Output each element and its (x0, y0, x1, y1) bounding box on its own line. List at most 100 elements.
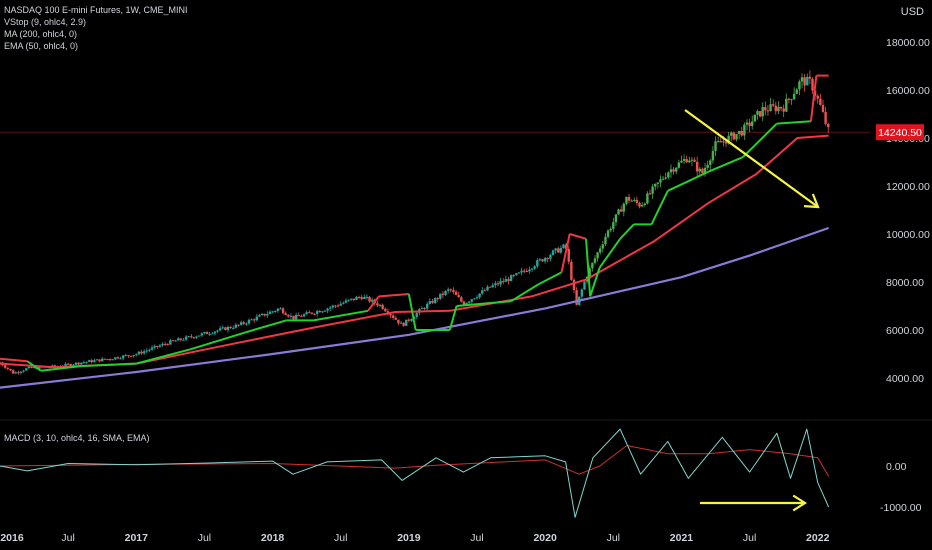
x-tick-label: 2019 (397, 532, 421, 544)
x-tick-label: Jul (61, 532, 74, 544)
candle-body (402, 322, 405, 326)
candle-body (617, 209, 620, 215)
candle-body (195, 336, 198, 338)
currency-label[interactable]: USD (900, 6, 924, 18)
candle-body (622, 203, 625, 212)
vstop-segment (585, 238, 592, 297)
candle-body (64, 363, 67, 367)
candle-body (672, 169, 675, 172)
candle-body (570, 261, 573, 280)
candle-body (423, 308, 426, 310)
candle-body (612, 222, 615, 229)
candle-body (467, 301, 471, 303)
candle-body (234, 324, 238, 328)
candle-body (740, 130, 743, 136)
candle-body (737, 130, 741, 135)
candle-body (664, 177, 667, 179)
candle-body (153, 345, 156, 348)
candle-body (226, 326, 230, 331)
candle-body (224, 327, 227, 331)
candle-body (111, 359, 114, 361)
candle-body (756, 111, 759, 115)
candle-body (292, 315, 295, 320)
candle-body (281, 308, 285, 314)
candle-body (187, 336, 190, 338)
candle-body (431, 301, 434, 303)
candle-body (216, 330, 219, 332)
candle-body (174, 340, 177, 342)
macd-tick-label: -1000.00 (880, 502, 922, 514)
candle-body (787, 98, 791, 100)
candle-body (593, 258, 597, 263)
vstop-segment (81, 362, 137, 367)
candle-body (646, 193, 649, 204)
symbol-label[interactable]: NASDAQ 100 E-mini Futures, 1W, CME_MINI (4, 5, 188, 15)
candle-body (266, 314, 269, 316)
candle-body (119, 358, 122, 360)
candle-body (336, 305, 340, 307)
candle-body (363, 296, 366, 299)
candle-body (643, 203, 646, 206)
candle-body (675, 167, 678, 172)
candle-body (360, 297, 363, 299)
candle-body (93, 360, 96, 363)
candle-body (22, 370, 25, 372)
vstop-segment (367, 295, 380, 312)
candle-body (549, 255, 552, 259)
x-tick-label: Jul (470, 532, 483, 544)
candle-body (743, 124, 746, 136)
candle-body (95, 359, 99, 361)
candle-body (751, 121, 754, 126)
candle-body (816, 95, 819, 99)
candle-body (260, 313, 264, 316)
candle-body (580, 289, 584, 297)
candle-body (444, 290, 447, 295)
candle-body (329, 307, 332, 309)
candle-body (250, 319, 253, 321)
vstop-label[interactable]: VStop (9, ohlc4, 2.9) (4, 17, 87, 27)
candle-body (588, 268, 591, 277)
chart-legend: NASDAQ 100 E-mini Futures, 1W, CME_MINI … (4, 4, 188, 52)
candle-body (745, 122, 749, 125)
candle-body (800, 77, 804, 82)
candle-body (239, 322, 243, 325)
candle-body (407, 319, 411, 321)
candle-body (688, 160, 691, 163)
candle-body (103, 358, 107, 360)
candle-body (397, 319, 400, 324)
macd-label[interactable]: MACD (3, 10, ohlc4, 16, SMA, EMA) (4, 433, 150, 443)
candle-body (158, 345, 162, 347)
y-tick-label: 10000.00 (886, 229, 930, 241)
ema50-label[interactable]: EMA (50, ohlc4, 0) (4, 41, 79, 51)
vstop-segment (589, 267, 601, 297)
candle-body (114, 357, 117, 360)
candle-body (557, 248, 560, 253)
candle-body (163, 343, 167, 345)
candle-body (310, 312, 314, 314)
candle-body (661, 178, 665, 180)
downtrend-arrow-head (803, 193, 820, 209)
vstop-segment (776, 120, 811, 125)
candle-body (190, 336, 193, 338)
ma200-label[interactable]: MA (200, ohlc4, 0) (4, 29, 78, 39)
vstop-segment (26, 360, 42, 372)
candle-body (27, 366, 31, 369)
vstop-segment (809, 75, 818, 122)
candle-body (357, 296, 361, 298)
candle-body (790, 99, 793, 101)
vstop-segment (448, 305, 458, 331)
candle-body (221, 327, 224, 329)
candle-body (567, 248, 570, 262)
candle-body (242, 322, 245, 324)
candle-body (237, 324, 240, 326)
y-tick-label: 4000.00 (886, 373, 924, 385)
candle-body (478, 293, 481, 298)
candle-body (399, 322, 403, 324)
candle-body (727, 135, 730, 144)
candle-body (792, 93, 796, 100)
candle-body (391, 315, 395, 318)
candle-body (703, 167, 707, 174)
candle-body (714, 141, 717, 151)
candle-body (321, 311, 324, 313)
